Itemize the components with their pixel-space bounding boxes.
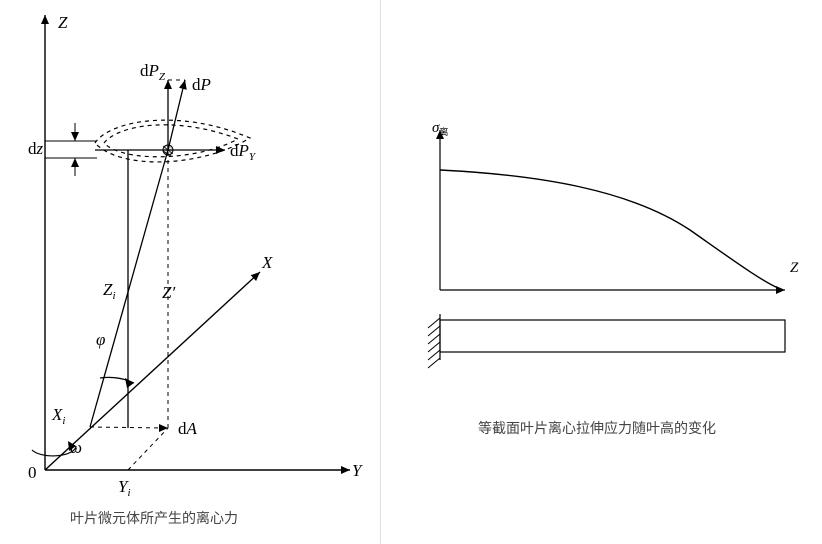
- left-panel: Z Y X 0 ω Xi Yi dA Zi Z′ φ dP dPZ dPY dz 叶片微元体所产生的离心力: [0, 0, 380, 544]
- svg-text:ω: ω: [70, 438, 82, 457]
- svg-text:0: 0: [28, 463, 37, 482]
- svg-text:dPZ: dPZ: [140, 61, 166, 83]
- svg-text:Y: Y: [352, 461, 363, 480]
- svg-text:φ: φ: [96, 330, 105, 349]
- left-caption: 叶片微元体所产生的离心力: [70, 508, 238, 528]
- svg-text:dz: dz: [28, 139, 44, 158]
- svg-text:dPY: dPY: [230, 141, 257, 163]
- svg-text:Xi: Xi: [51, 405, 65, 427]
- svg-text:Z: Z: [790, 260, 799, 276]
- svg-text:Z′: Z′: [162, 283, 175, 302]
- svg-text:Z: Z: [58, 13, 68, 32]
- left-diagram: Z Y X 0 ω Xi Yi dA Zi Z′ φ dP dPZ dPY dz: [0, 0, 380, 500]
- svg-text:σ离: σ离: [432, 120, 448, 137]
- page: ZYX0ωXiYidAZiZ′φdPdPZdPYdz 叶片微元体所产生的离心力 …: [0, 0, 822, 544]
- svg-text:dP: dP: [192, 75, 211, 94]
- right-panel: σ离 Z 等截面叶片离心拉伸应力随叶高的变化: [380, 0, 822, 544]
- right-caption: 等截面叶片离心拉伸应力随叶高的变化: [478, 418, 716, 438]
- svg-text:X: X: [261, 253, 273, 272]
- svg-text:dA: dA: [178, 419, 198, 438]
- svg-text:Zi: Zi: [103, 280, 116, 302]
- svg-text:Yi: Yi: [118, 477, 131, 499]
